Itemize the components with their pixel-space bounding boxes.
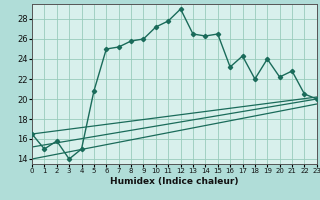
X-axis label: Humidex (Indice chaleur): Humidex (Indice chaleur) [110,177,239,186]
